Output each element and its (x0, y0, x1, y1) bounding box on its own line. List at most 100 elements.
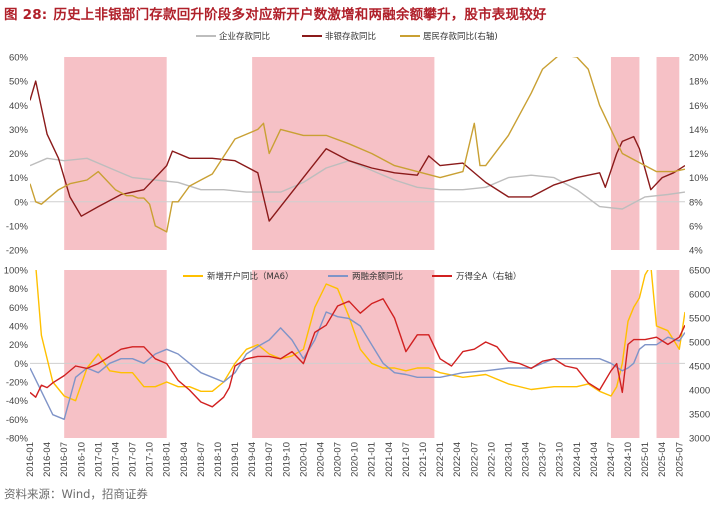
x-tick-32: 2024-01 (572, 442, 583, 477)
x-tick-12: 2019-01 (230, 442, 241, 477)
legend-label-wind: 万得全A（右轴） (456, 271, 521, 282)
x-tick-24: 2022-01 (435, 442, 446, 477)
x-tick-2: 2016-07 (59, 442, 70, 477)
x-tick-23: 2021-10 (418, 442, 429, 477)
figure-title: 图 28: 历史上非银部门存款回升阶段多对应新开户数激增和两融余额攀升，股市表现较… (4, 3, 716, 23)
top-left-tick-1: 50% (9, 77, 29, 88)
top-right-tick-0: 20% (689, 53, 709, 64)
x-tick-17: 2020-04 (315, 442, 326, 477)
x-tick-30: 2023-07 (538, 442, 549, 477)
bottom-left-tick-8: -60% (6, 415, 29, 426)
top-left-tick-2: 40% (9, 101, 29, 112)
figure-number: 图 28: (4, 7, 48, 23)
bottom-left-tick-7: -40% (6, 396, 29, 407)
top-legend: 企业存款同比 非银存款同比 居民存款同比(右轴) (196, 31, 498, 42)
legend-label-resident: 居民存款同比(右轴) (423, 31, 498, 42)
shade-bottom-2 (610, 270, 640, 438)
bottom-right-tick-7: 3000 (689, 434, 710, 445)
bottom-right-tick-0: 6500 (689, 266, 710, 277)
top-right-tick-4: 12% (689, 149, 709, 160)
x-tick-0: 2016-01 (25, 442, 36, 477)
bottom-left-tick-2: 60% (9, 303, 29, 314)
gridlines (30, 201, 685, 364)
x-tick-6: 2017-07 (128, 442, 139, 477)
x-tick-1: 2016-04 (42, 442, 53, 477)
legend-label-margin: 两融余额同比 (352, 271, 403, 282)
x-tick-3: 2016-10 (76, 442, 87, 477)
x-tick-26: 2022-07 (469, 442, 480, 477)
bottom-left-tick-5: 0% (14, 359, 28, 370)
shade-bottom-0 (64, 270, 167, 438)
top-right-tick-7: 6% (689, 221, 703, 232)
top-right-tick-1: 18% (689, 77, 709, 88)
x-tick-4: 2017-01 (93, 442, 104, 477)
x-tick-20: 2021-01 (367, 442, 378, 477)
shade-bottom-3 (656, 270, 680, 438)
x-tick-16: 2020-01 (298, 442, 309, 477)
x-tick-31: 2023-10 (555, 442, 566, 477)
shade-top-0 (64, 57, 167, 250)
x-tick-7: 2017-10 (145, 442, 156, 477)
figure-title-text: 历史上非银部门存款回升阶段多对应新开户数激增和两融余额攀升，股市表现较好 (53, 7, 547, 23)
shade-top-3 (656, 57, 680, 250)
x-tick-15: 2019-10 (281, 442, 292, 477)
shade-bottom-1 (252, 270, 435, 438)
top-panel-lines (30, 57, 685, 233)
top-right-tick-6: 8% (689, 197, 703, 208)
x-tick-37: 2025-04 (657, 442, 668, 477)
legend-label-corporate: 企业存款同比 (219, 31, 270, 42)
series-wind-all-a (30, 298, 685, 408)
top-left-tick-5: 10% (9, 173, 29, 184)
bottom-left-tick-9: -80% (6, 434, 29, 445)
x-tick-36: 2025-01 (640, 442, 651, 477)
bottom-right-tick-4: 4500 (689, 362, 710, 373)
x-tick-27: 2022-10 (486, 442, 497, 477)
bottom-right-tick-5: 4000 (689, 386, 710, 397)
series-new-accounts (35, 270, 685, 402)
x-tick-28: 2023-01 (503, 442, 514, 477)
axis-ticks: 60% 50% 40% 30% 20% 10% 0% -10% -20% 20% 18% 16% 14%… (4, 53, 710, 477)
x-tick-5: 2017-04 (110, 442, 121, 477)
x-tick-33: 2024-04 (589, 442, 600, 477)
x-tick-10: 2018-07 (196, 442, 207, 477)
top-left-tick-6: 0% (14, 197, 28, 208)
bottom-left-tick-1: 80% (9, 284, 29, 295)
x-tick-9: 2018-04 (179, 442, 190, 477)
x-tick-19: 2020-10 (350, 442, 361, 477)
x-tick-34: 2024-07 (606, 442, 617, 477)
top-left-tick-0: 60% (9, 53, 29, 64)
series-nonbank-deposit (30, 80, 685, 222)
x-tick-38: 2025-07 (674, 442, 685, 477)
top-left-tick-7: -10% (6, 221, 29, 232)
legend-label-newacct: 新增开户同比（MA6） (207, 271, 294, 282)
bottom-panel-lines (30, 270, 685, 420)
bottom-right-tick-3: 5000 (689, 338, 710, 349)
x-tick-25: 2022-04 (452, 442, 463, 477)
source-note: 资料来源：Wind，招商证券 (4, 487, 148, 501)
x-tick-29: 2023-04 (521, 442, 532, 477)
x-tick-35: 2024-10 (623, 442, 634, 477)
bottom-left-tick-3: 40% (9, 322, 29, 333)
top-left-tick-3: 30% (9, 125, 29, 136)
x-tick-8: 2018-01 (162, 442, 173, 477)
bottom-legend: 新增开户同比（MA6） 两融余额同比 万得全A（右轴） (183, 271, 521, 282)
bottom-right-tick-2: 5500 (689, 314, 710, 325)
top-right-tick-3: 14% (689, 125, 709, 136)
top-right-tick-5: 10% (689, 173, 709, 184)
shade-top-1 (252, 57, 435, 250)
series-resident-deposit (30, 57, 685, 233)
bottom-left-tick-4: 20% (9, 340, 29, 351)
x-tick-14: 2019-07 (264, 442, 275, 477)
x-tick-21: 2021-04 (384, 442, 395, 477)
x-tick-18: 2020-07 (333, 442, 344, 477)
x-tick-13: 2019-04 (247, 442, 258, 477)
x-tick-22: 2021-07 (401, 442, 412, 477)
shade-top-2 (610, 57, 640, 250)
bottom-left-tick-6: -20% (6, 378, 29, 389)
top-left-tick-8: -20% (6, 246, 29, 257)
bottom-left-tick-0: 100% (4, 266, 29, 277)
x-tick-11: 2018-10 (213, 442, 224, 477)
top-right-tick-2: 16% (689, 101, 709, 112)
legend-label-nonbank: 非银存款同比 (325, 31, 376, 42)
bottom-right-tick-6: 3500 (689, 410, 710, 421)
